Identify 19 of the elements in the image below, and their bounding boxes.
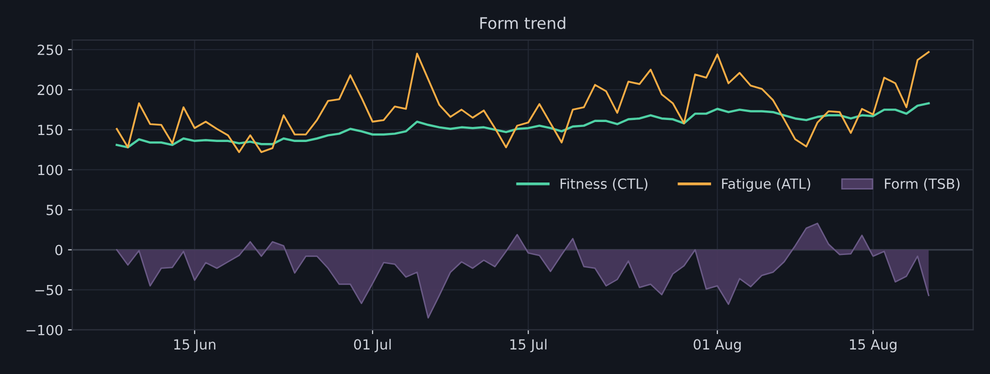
y-tick-label: 0 — [55, 244, 62, 256]
y-tick-label: −100 — [26, 324, 62, 336]
x-tick-label: 01 Aug — [694, 339, 741, 352]
x-tick-label: 15 Jul — [510, 338, 546, 352]
y-tick-label: 200 — [38, 84, 62, 96]
y-tick-label: 50 — [46, 204, 62, 216]
legend-label: Fitness (CTL) — [560, 178, 648, 191]
y-tick-label: 150 — [38, 124, 62, 136]
x-tick-label: 01 Jul — [354, 338, 391, 352]
x-tick-label: 15 Jun — [174, 339, 216, 352]
legend-label: Fatigue (ATL) — [722, 178, 810, 192]
y-tick-label: −50 — [35, 284, 62, 296]
y-tick-label: 250 — [38, 44, 62, 56]
y-tick-label: 100 — [38, 164, 62, 176]
line-series — [116, 102, 930, 148]
chart-title: Form trend — [480, 16, 566, 30]
legend-label: Form (TSB) — [884, 178, 960, 191]
x-tick-label: 15 Aug — [850, 339, 896, 352]
line-series — [116, 51, 930, 154]
